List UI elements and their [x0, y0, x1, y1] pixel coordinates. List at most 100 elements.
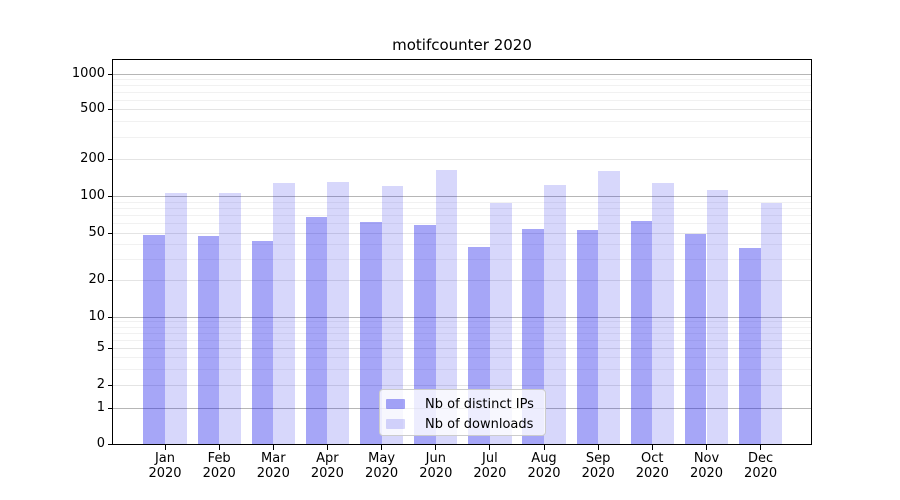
y-tick-mark-20	[108, 280, 113, 281]
legend-swatch-distinct-ips	[386, 399, 405, 409]
minor-gridline-40	[113, 244, 811, 246]
x-tick-label-may: May 2020	[365, 451, 399, 481]
y-tick-mark-500	[108, 109, 113, 111]
y-tick-label-1000: 1000	[71, 66, 105, 81]
minor-gridline-3	[113, 368, 811, 370]
x-tick-mark-may	[381, 445, 383, 450]
x-tick-mark-apr	[326, 445, 328, 450]
legend-item-downloads: Nb of downloads	[380, 414, 545, 434]
gridline-2	[113, 385, 811, 386]
minor-gridline-700	[113, 92, 811, 94]
bars-layer	[113, 60, 811, 444]
minor-gridline-300	[113, 137, 811, 138]
gridline-100	[113, 196, 811, 197]
x-tick-label-apr: Apr 2020	[310, 451, 344, 481]
minor-gridline-600	[113, 100, 811, 101]
minor-gridline-60	[113, 223, 811, 225]
y-tick-label-200: 200	[80, 151, 105, 166]
legend-swatch-downloads	[386, 419, 405, 429]
bar-distinct-ips-oct	[630, 220, 653, 444]
x-tick-label-mar: Mar 2020	[256, 451, 290, 481]
x-tick-label-feb: Feb 2020	[202, 451, 236, 481]
bar-downloads-jan	[165, 192, 187, 444]
bar-downloads-may	[381, 185, 404, 444]
x-tick-mark-mar	[272, 445, 274, 450]
y-tick-label-100: 100	[80, 188, 105, 203]
y-tick-mark-50	[108, 233, 113, 234]
legend-label-downloads: Nb of downloads	[425, 416, 534, 432]
minor-gridline-4	[113, 357, 811, 359]
minor-gridline-70	[113, 215, 811, 216]
gridline-1000	[113, 74, 811, 75]
y-tick-mark-100	[108, 196, 113, 197]
legend: Nb of distinct IPs Nb of downloads	[379, 389, 546, 436]
x-tick-label-jan: Jan 2020	[148, 451, 182, 481]
minor-gridline-900	[113, 79, 811, 81]
gridline-10	[113, 316, 811, 318]
x-tick-mark-jan	[164, 445, 166, 450]
y-tick-mark-1000	[108, 74, 113, 75]
minor-gridline-800	[113, 85, 811, 87]
gridline-5	[113, 348, 811, 350]
y-tick-label-0: 0	[96, 436, 105, 451]
x-tick-mark-aug	[543, 445, 545, 450]
legend-item-distinct-ips: Nb of distinct IPs	[380, 394, 545, 414]
bar-downloads-oct	[652, 182, 674, 444]
x-tick-label-jul: Jul 2020	[473, 451, 507, 481]
x-tick-label-aug: Aug 2020	[527, 451, 561, 481]
gridlines-layer	[113, 60, 811, 444]
y-tick-label-5: 5	[96, 340, 105, 356]
gridline-200	[113, 159, 811, 160]
x-tick-label-nov: Nov 2020	[689, 451, 724, 481]
bar-distinct-ips-jan	[143, 235, 165, 444]
y-tick-label-10: 10	[88, 308, 105, 324]
plot-area	[112, 59, 812, 445]
x-tick-label-sep: Sep 2020	[581, 451, 615, 481]
y-tick-label-1: 1	[96, 399, 105, 415]
bar-downloads-feb	[219, 192, 241, 444]
bar-distinct-ips-dec	[738, 248, 761, 444]
minor-gridline-80	[113, 207, 811, 209]
y-tick-mark-5	[108, 348, 113, 350]
gridline-50	[113, 233, 811, 234]
bar-downloads-aug	[544, 184, 566, 444]
bar-distinct-ips-feb	[197, 236, 220, 444]
y-tick-label-500: 500	[80, 101, 105, 117]
bar-distinct-ips-sep	[576, 229, 599, 444]
minor-gridline-6	[113, 339, 811, 341]
bar-downloads-apr	[327, 182, 350, 444]
x-tick-mark-jul	[489, 445, 491, 450]
bar-distinct-ips-may	[359, 222, 382, 444]
bar-downloads-nov	[706, 190, 729, 444]
x-tick-label-oct: Oct 2020	[635, 451, 669, 481]
x-tick-mark-dec	[760, 445, 762, 450]
bar-downloads-mar	[273, 183, 295, 444]
bar-distinct-ips-mar	[251, 240, 274, 444]
bar-distinct-ips-apr	[305, 217, 328, 444]
legend-label-distinct-ips: Nb of distinct IPs	[425, 396, 534, 412]
bar-downloads-sep	[598, 170, 620, 444]
minor-gridline-400	[113, 121, 811, 123]
y-tick-label-50: 50	[88, 225, 105, 240]
bar-distinct-ips-nov	[684, 234, 707, 444]
y-tick-mark-0	[108, 444, 113, 445]
y-tick-mark-2	[108, 385, 113, 386]
y-tick-label-20: 20	[88, 272, 105, 287]
x-tick-mark-sep	[597, 445, 599, 450]
chart-title: motifcounter 2020	[392, 36, 532, 54]
y-tick-mark-10	[108, 316, 113, 318]
bar-downloads-jun	[435, 169, 458, 444]
gridline-500	[113, 109, 811, 111]
minor-gridline-9	[113, 321, 811, 323]
x-tick-mark-oct	[651, 445, 653, 450]
y-tick-mark-1	[108, 407, 113, 409]
x-tick-mark-jun	[435, 445, 437, 450]
x-tick-mark-feb	[218, 445, 220, 450]
y-tick-label-2: 2	[96, 377, 105, 392]
x-tick-label-jun: Jun 2020	[419, 451, 453, 481]
minor-gridline-90	[113, 201, 811, 203]
minor-gridline-30	[113, 259, 811, 261]
minor-gridline-7	[113, 332, 811, 334]
gridline-20	[113, 280, 811, 281]
